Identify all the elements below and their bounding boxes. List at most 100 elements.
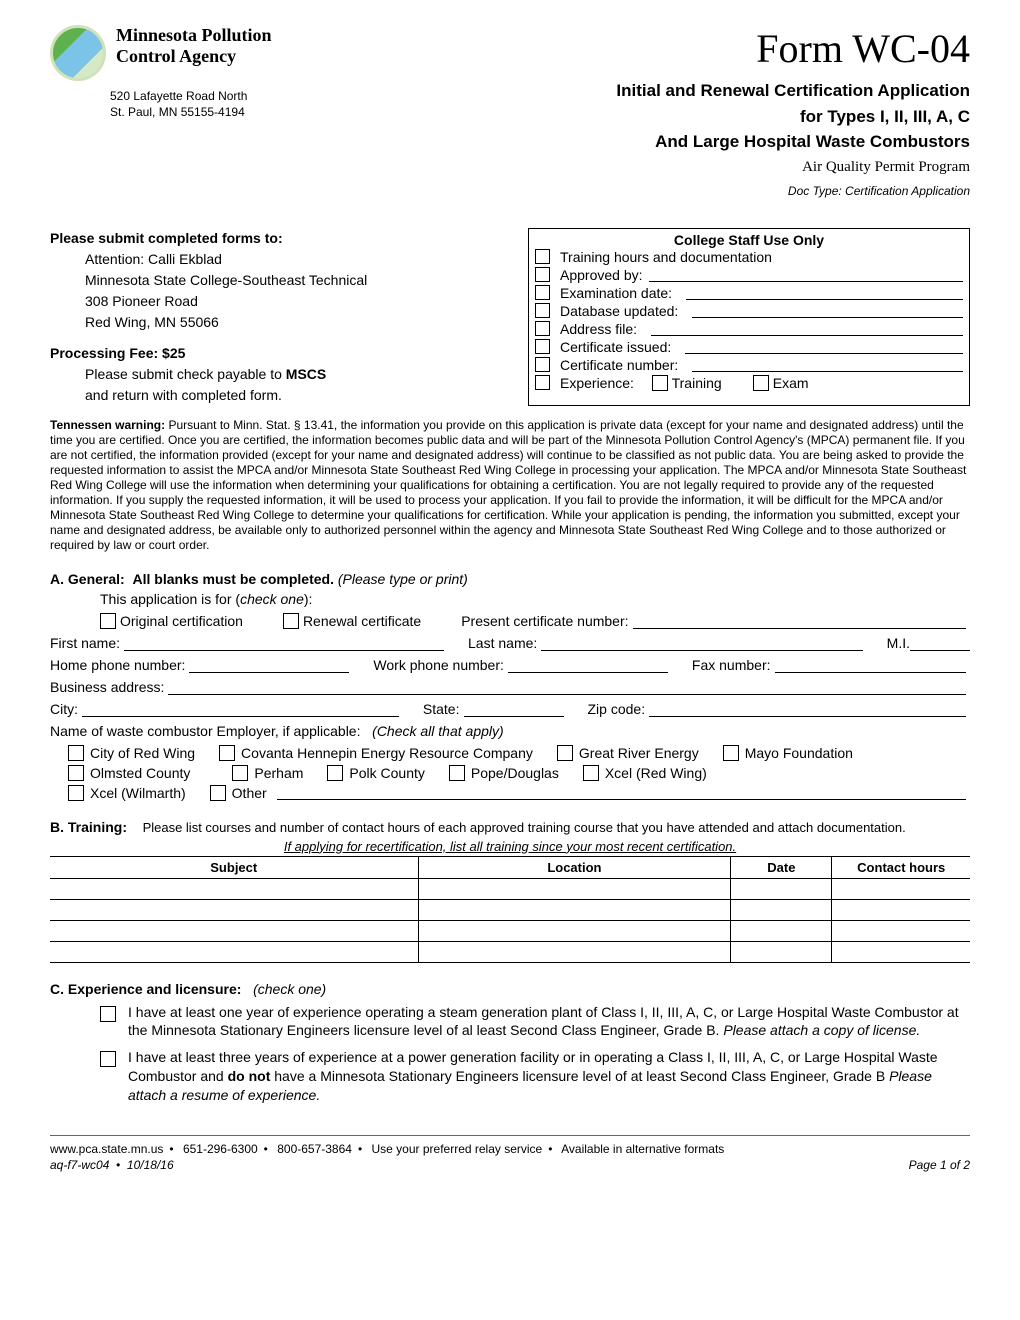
exp2-text-c: have a Minnesota Stationary Engineers li… xyxy=(270,1068,889,1084)
section-b-label: B. Training: xyxy=(50,819,127,835)
staff-examdate-line[interactable] xyxy=(686,285,963,300)
mi-field[interactable] xyxy=(910,636,970,651)
chk-polk[interactable] xyxy=(327,765,343,781)
footer-code: aq-f7-wc04 xyxy=(50,1158,109,1172)
staff-chk-approved[interactable] xyxy=(535,267,550,282)
table-row[interactable] xyxy=(50,899,970,920)
last-name-label: Last name: xyxy=(468,635,537,651)
emp-red-wing: City of Red Wing xyxy=(90,745,195,761)
last-name-field[interactable] xyxy=(541,636,862,651)
emp-great-river: Great River Energy xyxy=(579,745,699,761)
staff-r2: Approved by: xyxy=(560,267,643,283)
staff-exp-training: Training xyxy=(672,375,722,391)
training-table: Subject Location Date Contact hours xyxy=(50,856,970,963)
staff-cert-line[interactable] xyxy=(685,339,963,354)
chk-exp-1[interactable] xyxy=(100,1006,116,1022)
chk-renewal[interactable] xyxy=(283,613,299,629)
section-b-heading: B. Training: Please list courses and num… xyxy=(50,819,970,835)
work-phone-field[interactable] xyxy=(508,658,668,673)
staff-approved-line[interactable] xyxy=(649,267,964,282)
chk-xcel-rw[interactable] xyxy=(583,765,599,781)
emp-polk: Polk County xyxy=(349,765,424,781)
th-date: Date xyxy=(731,856,832,878)
footer: www.pca.state.mn.us• 651-296-6300• 800-6… xyxy=(50,1135,970,1172)
staff-r8: Experience: xyxy=(560,375,634,391)
footer-page: Page 1 of 2 xyxy=(909,1158,970,1172)
emp-mayo: Mayo Foundation xyxy=(745,745,853,761)
th-hours: Contact hours xyxy=(832,856,970,878)
chk-perham[interactable] xyxy=(232,765,248,781)
emp-xcel-wilmarth: Xcel (Wilmarth) xyxy=(90,785,186,801)
staff-exp-exam: Exam xyxy=(773,375,809,391)
staff-title: College Staff Use Only xyxy=(529,229,969,248)
warning-text: Pursuant to Minn. Stat. § 13.41, the inf… xyxy=(50,418,966,552)
page: Minnesota Pollution Control Agency 520 L… xyxy=(20,0,1000,1187)
first-name-field[interactable] xyxy=(124,636,444,651)
city-field[interactable] xyxy=(82,702,399,717)
chk-olmsted[interactable] xyxy=(68,765,84,781)
exp-option-2: I have at least three years of experienc… xyxy=(100,1048,970,1105)
section-a-sub: All blanks must be completed. xyxy=(132,571,334,587)
chk-original[interactable] xyxy=(100,613,116,629)
chk-other[interactable] xyxy=(210,785,226,801)
section-a-label: A. General: xyxy=(50,571,125,587)
business-addr-field[interactable] xyxy=(168,680,966,695)
chk-exp-2[interactable] xyxy=(100,1051,116,1067)
staff-exp-exam-chk[interactable] xyxy=(753,375,769,391)
table-row[interactable] xyxy=(50,878,970,899)
doc-type: Doc Type: Certification Application xyxy=(616,184,970,198)
emp-other-field[interactable] xyxy=(277,785,966,800)
staff-chk-addr[interactable] xyxy=(535,321,550,336)
emp-xcel-rw: Xcel (Red Wing) xyxy=(605,765,707,781)
program-name: Air Quality Permit Program xyxy=(616,159,970,176)
present-cert-label: Present certificate number: xyxy=(461,613,628,629)
submit-college: Minnesota State College-Southeast Techni… xyxy=(85,270,480,291)
fee-line1a: Please submit check payable to xyxy=(85,366,286,382)
staff-chk-db[interactable] xyxy=(535,303,550,318)
chk-mayo[interactable] xyxy=(723,745,739,761)
agency-addr-1: 520 Lafayette Road North xyxy=(110,89,350,105)
subtitle-3: And Large Hospital Waste Combustors xyxy=(616,129,970,155)
agency-block: Minnesota Pollution Control Agency 520 L… xyxy=(50,25,350,198)
state-field[interactable] xyxy=(464,702,564,717)
staff-certnum-line[interactable] xyxy=(692,357,963,372)
submit-instructions: Please submit completed forms to: Attent… xyxy=(50,228,480,406)
submit-street: 308 Pioneer Road xyxy=(85,291,480,312)
chk-covanta[interactable] xyxy=(219,745,235,761)
tennessen-warning: Tennessen warning: Pursuant to Minn. Sta… xyxy=(50,418,970,553)
fee-line2: and return with completed form. xyxy=(85,385,480,406)
zip-field[interactable] xyxy=(649,702,966,717)
staff-chk-training[interactable] xyxy=(535,249,550,264)
table-row[interactable] xyxy=(50,920,970,941)
emp-covanta: Covanta Hennepin Energy Resource Company xyxy=(241,745,533,761)
fax-label: Fax number: xyxy=(692,657,771,673)
staff-chk-examdate[interactable] xyxy=(535,285,550,300)
present-cert-field[interactable] xyxy=(633,614,966,629)
table-row[interactable] xyxy=(50,941,970,962)
state-label: State: xyxy=(423,701,460,717)
staff-db-line[interactable] xyxy=(692,303,963,318)
section-b-desc: Please list courses and number of contac… xyxy=(143,820,906,835)
app-for-ital: check one xyxy=(240,591,304,607)
section-a-heading: A. General: All blanks must be completed… xyxy=(50,571,970,587)
section-b-desc-ital: If applying for recertification, list al… xyxy=(284,839,736,854)
footer-ph1: 651-296-6300 xyxy=(183,1142,258,1156)
chk-red-wing[interactable] xyxy=(68,745,84,761)
th-subject: Subject xyxy=(50,856,418,878)
opt-original: Original certification xyxy=(120,613,243,629)
subtitle-2: for Types I, II, III, A, C xyxy=(616,104,970,130)
chk-pope[interactable] xyxy=(449,765,465,781)
home-phone-field[interactable] xyxy=(189,658,349,673)
staff-chk-cert[interactable] xyxy=(535,339,550,354)
staff-exp-training-chk[interactable] xyxy=(652,375,668,391)
staff-addr-line[interactable] xyxy=(651,321,963,336)
chk-great-river[interactable] xyxy=(557,745,573,761)
submit-citystate: Red Wing, MN 55066 xyxy=(85,312,480,333)
fax-field[interactable] xyxy=(775,658,967,673)
staff-r4: Database updated: xyxy=(560,303,678,319)
mi-label: M.I. xyxy=(887,635,910,651)
staff-chk-certnum[interactable] xyxy=(535,357,550,372)
staff-chk-exp[interactable] xyxy=(535,375,550,390)
chk-xcel-wilmarth[interactable] xyxy=(68,785,84,801)
emp-pope: Pope/Douglas xyxy=(471,765,559,781)
